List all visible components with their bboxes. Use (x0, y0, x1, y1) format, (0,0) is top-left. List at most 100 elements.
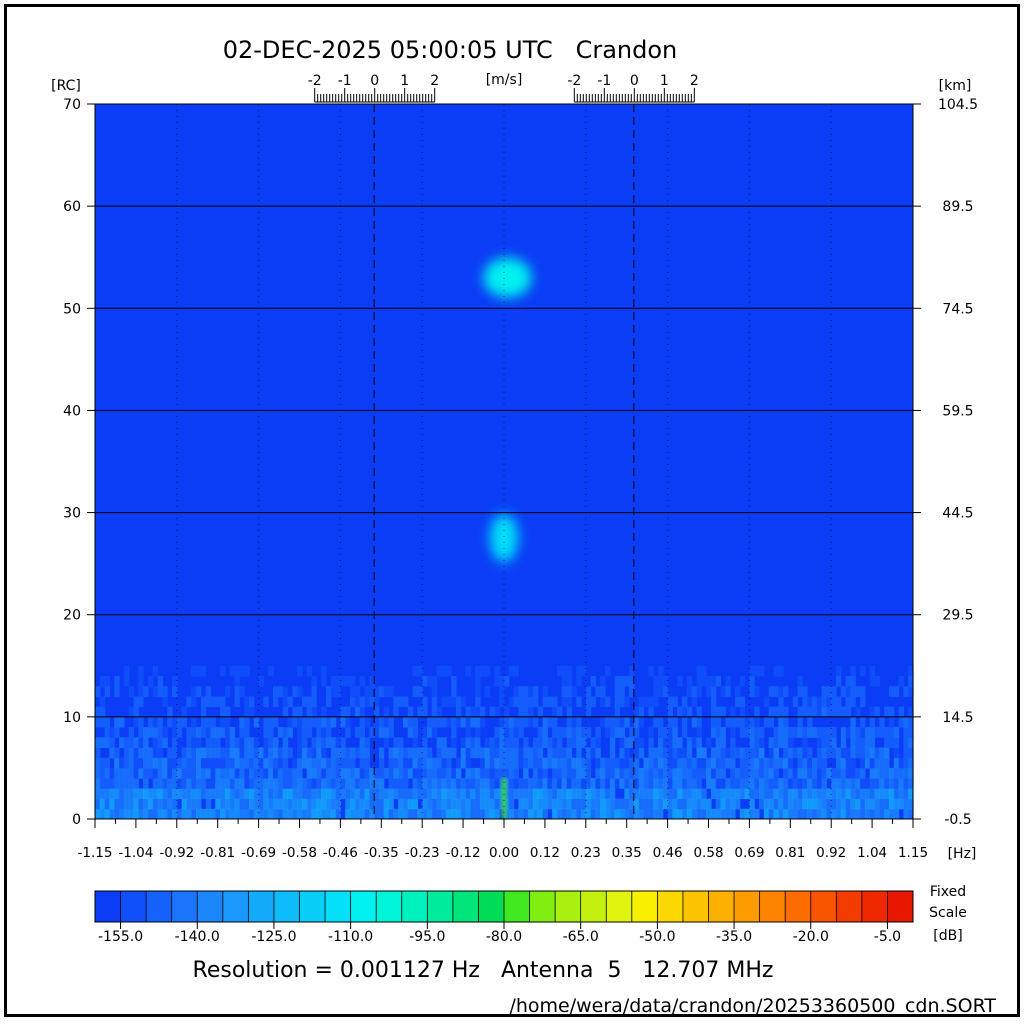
noise-cell (816, 757, 823, 769)
noise-cell (677, 757, 683, 769)
noise-cell (720, 778, 726, 789)
noise-cell (845, 696, 851, 708)
noise-cell (99, 798, 106, 810)
noise-cell (845, 808, 851, 820)
noise-cell (595, 788, 601, 800)
x-tick-label: 0.12 (530, 845, 560, 861)
noise-cell (552, 696, 558, 708)
noise-cell (234, 757, 240, 769)
noise-cell (860, 778, 866, 789)
noise-cell (282, 737, 289, 748)
noise-cell (609, 747, 616, 759)
noise-cell (205, 727, 212, 738)
noise-cell (494, 747, 500, 759)
noise-cell (879, 757, 885, 769)
noise-cell (220, 757, 226, 769)
noise-cell (470, 767, 476, 779)
noise-cell (508, 747, 515, 759)
noise-cell (826, 798, 832, 810)
noise-cell (499, 757, 505, 769)
colorbar-label-fixed: Fixed (930, 884, 966, 900)
noise-cell (850, 665, 856, 677)
noise-cell (812, 696, 818, 708)
noise-cell (181, 757, 187, 769)
noise-cell (114, 767, 120, 779)
noise-cell (715, 767, 722, 779)
noise-cell (340, 788, 346, 800)
noise-cell (301, 727, 308, 738)
noise-cell (609, 767, 616, 779)
noise-cell (908, 737, 914, 748)
noise-cell (263, 757, 269, 769)
y-tick-label-right: 59.5 (942, 403, 973, 419)
noise-cell (879, 808, 885, 820)
noise-cell (821, 727, 827, 738)
noise-cell (658, 788, 664, 800)
noise-cell (691, 686, 698, 697)
noise-cell (850, 686, 856, 697)
noise-cell (297, 665, 303, 677)
noise-cell (735, 696, 741, 708)
noise-cell (499, 767, 505, 779)
noise-cell (879, 778, 885, 789)
noise-cell (638, 737, 645, 748)
noise-cell (119, 767, 125, 779)
noise-cell (335, 778, 341, 789)
noise-cell (465, 747, 471, 759)
noise-cell (908, 788, 914, 800)
noise-cell (850, 737, 856, 748)
noise-cell (749, 788, 755, 800)
noise-cell (157, 767, 163, 779)
noise-cell (571, 808, 577, 820)
noise-cell (455, 808, 462, 820)
noise-cell (884, 757, 890, 769)
noise-cell (768, 757, 774, 769)
noise-cell (176, 778, 183, 789)
noise-cell (667, 757, 673, 769)
noise-cell (725, 716, 731, 728)
y-tick-label-left: 30 (63, 506, 81, 522)
noise-cell (605, 665, 611, 677)
noise-cell (465, 767, 471, 779)
noise-cell (537, 788, 544, 800)
noise-cell (152, 788, 159, 800)
noise-cell (696, 686, 702, 697)
noise-cell (451, 808, 457, 820)
noise-cell (653, 676, 659, 687)
noise-cell (759, 727, 765, 738)
noise-cell (172, 788, 178, 800)
noise-cell (821, 747, 827, 759)
noise-cell (778, 798, 784, 810)
noise-cell (812, 767, 818, 779)
noise-cell (99, 778, 106, 789)
noise-cell (345, 747, 351, 759)
noise-cell (172, 778, 178, 789)
noise-cell (802, 757, 808, 769)
colorbar-label-scale: Scale (929, 905, 967, 921)
noise-cell (633, 757, 640, 769)
noise-cell (576, 767, 582, 779)
noise-cell (590, 737, 596, 748)
noise-cell (595, 757, 601, 769)
noise-cell (301, 798, 308, 810)
noise-cell (200, 757, 207, 769)
noise-cell (234, 676, 240, 687)
noise-cell (643, 808, 649, 820)
noise-cell (249, 788, 255, 800)
noise-cell (638, 706, 645, 718)
noise-cell (797, 727, 803, 738)
noise-cell (672, 757, 678, 769)
noise-cell (528, 706, 534, 718)
noise-cell (220, 808, 226, 820)
noise-cell (277, 686, 284, 697)
colorbar-swatch (606, 891, 633, 922)
noise-cell (860, 788, 866, 800)
noise-cell (715, 737, 722, 748)
noise-cell (831, 788, 837, 800)
noise-cell (277, 778, 284, 789)
noise-cell (95, 778, 101, 789)
noise-cell (547, 716, 553, 728)
noise-cell (816, 798, 823, 810)
noise-cell (629, 676, 635, 687)
noise-cell (864, 798, 871, 810)
